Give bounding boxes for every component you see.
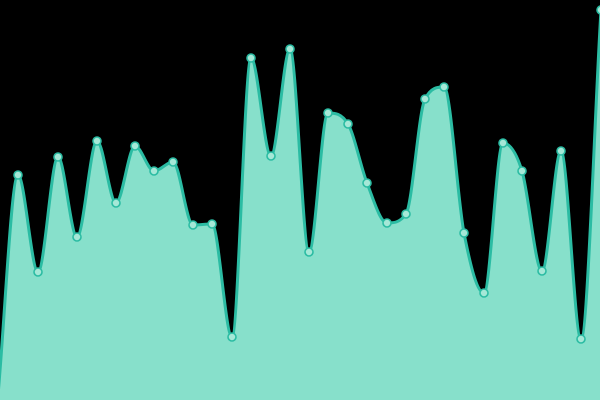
data-point-marker[interactable]	[401, 209, 411, 219]
data-point-marker[interactable]	[130, 141, 140, 151]
data-point-marker[interactable]	[459, 228, 469, 238]
data-point-marker[interactable]	[207, 219, 217, 229]
data-point-marker[interactable]	[72, 232, 82, 242]
data-point-marker[interactable]	[596, 5, 600, 15]
data-point-marker[interactable]	[92, 136, 102, 146]
data-point-marker[interactable]	[382, 218, 392, 228]
data-point-marker[interactable]	[53, 152, 63, 162]
data-point-marker[interactable]	[227, 332, 237, 342]
data-point-marker[interactable]	[517, 166, 527, 176]
data-point-marker[interactable]	[479, 288, 489, 298]
data-point-marker[interactable]	[266, 151, 276, 161]
data-point-marker[interactable]	[576, 334, 586, 344]
data-point-marker[interactable]	[149, 166, 159, 176]
data-point-marker[interactable]	[285, 44, 295, 54]
data-point-marker[interactable]	[13, 170, 23, 180]
data-point-marker[interactable]	[498, 138, 508, 148]
data-point-marker[interactable]	[246, 53, 256, 63]
data-point-marker[interactable]	[33, 267, 43, 277]
data-point-marker[interactable]	[439, 82, 449, 92]
data-point-marker[interactable]	[188, 220, 198, 230]
data-point-marker[interactable]	[537, 266, 547, 276]
data-point-marker[interactable]	[420, 94, 430, 104]
data-point-marker[interactable]	[111, 198, 121, 208]
series-area-fill	[0, 27, 600, 400]
data-point-marker[interactable]	[304, 247, 314, 257]
data-point-marker[interactable]	[323, 108, 333, 118]
data-point-marker[interactable]	[556, 146, 566, 156]
data-point-marker[interactable]	[362, 178, 372, 188]
data-point-marker[interactable]	[168, 157, 178, 167]
series-line	[0, 8, 600, 390]
data-point-marker[interactable]	[343, 119, 353, 129]
